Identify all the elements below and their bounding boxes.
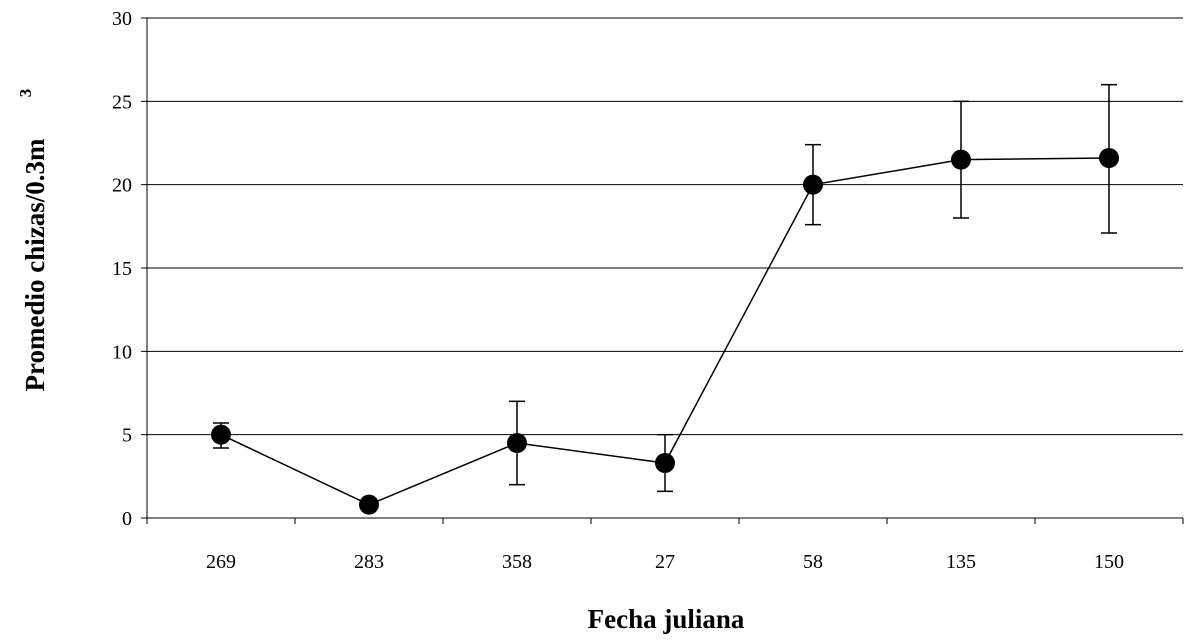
axes [141,17,1184,524]
x-tick-label: 135 [946,551,976,573]
y-tick-label: 20 [112,175,132,197]
data-point [951,149,971,170]
x-tick-label: 27 [655,551,675,573]
x-tick-label: 58 [803,551,823,573]
x-tick-label: 150 [1094,551,1124,573]
data-point [655,453,675,473]
y-tick-label: 0 [122,508,132,530]
data-point [359,494,379,515]
gridlines [147,17,1183,436]
x-tick-label: 358 [502,551,532,573]
x-axis-title: Fecha juliana [588,604,745,634]
data-point [507,433,527,453]
x-tick-labels: 269 283 358 27 58 135 150 [206,551,1124,573]
x-tick-label: 269 [206,551,236,573]
y-tick-labels: 0 5 10 15 20 25 30 [112,8,132,530]
error-bars [213,83,1117,493]
y-tick-label: 15 [112,258,132,280]
x-tick-label: 283 [354,551,384,573]
data-points [211,148,1119,515]
y-axis-title: Promedio chizas/0.3m [20,138,50,391]
y-tick-label: 30 [112,8,132,30]
y-axis-title-superscript: 3 [16,89,35,98]
y-tick-label: 25 [112,91,132,113]
y-tick-label: 10 [112,341,132,363]
y-tick-label: 5 [122,425,132,447]
data-point [1099,148,1119,168]
data-point [211,424,231,445]
data-point [803,174,823,195]
